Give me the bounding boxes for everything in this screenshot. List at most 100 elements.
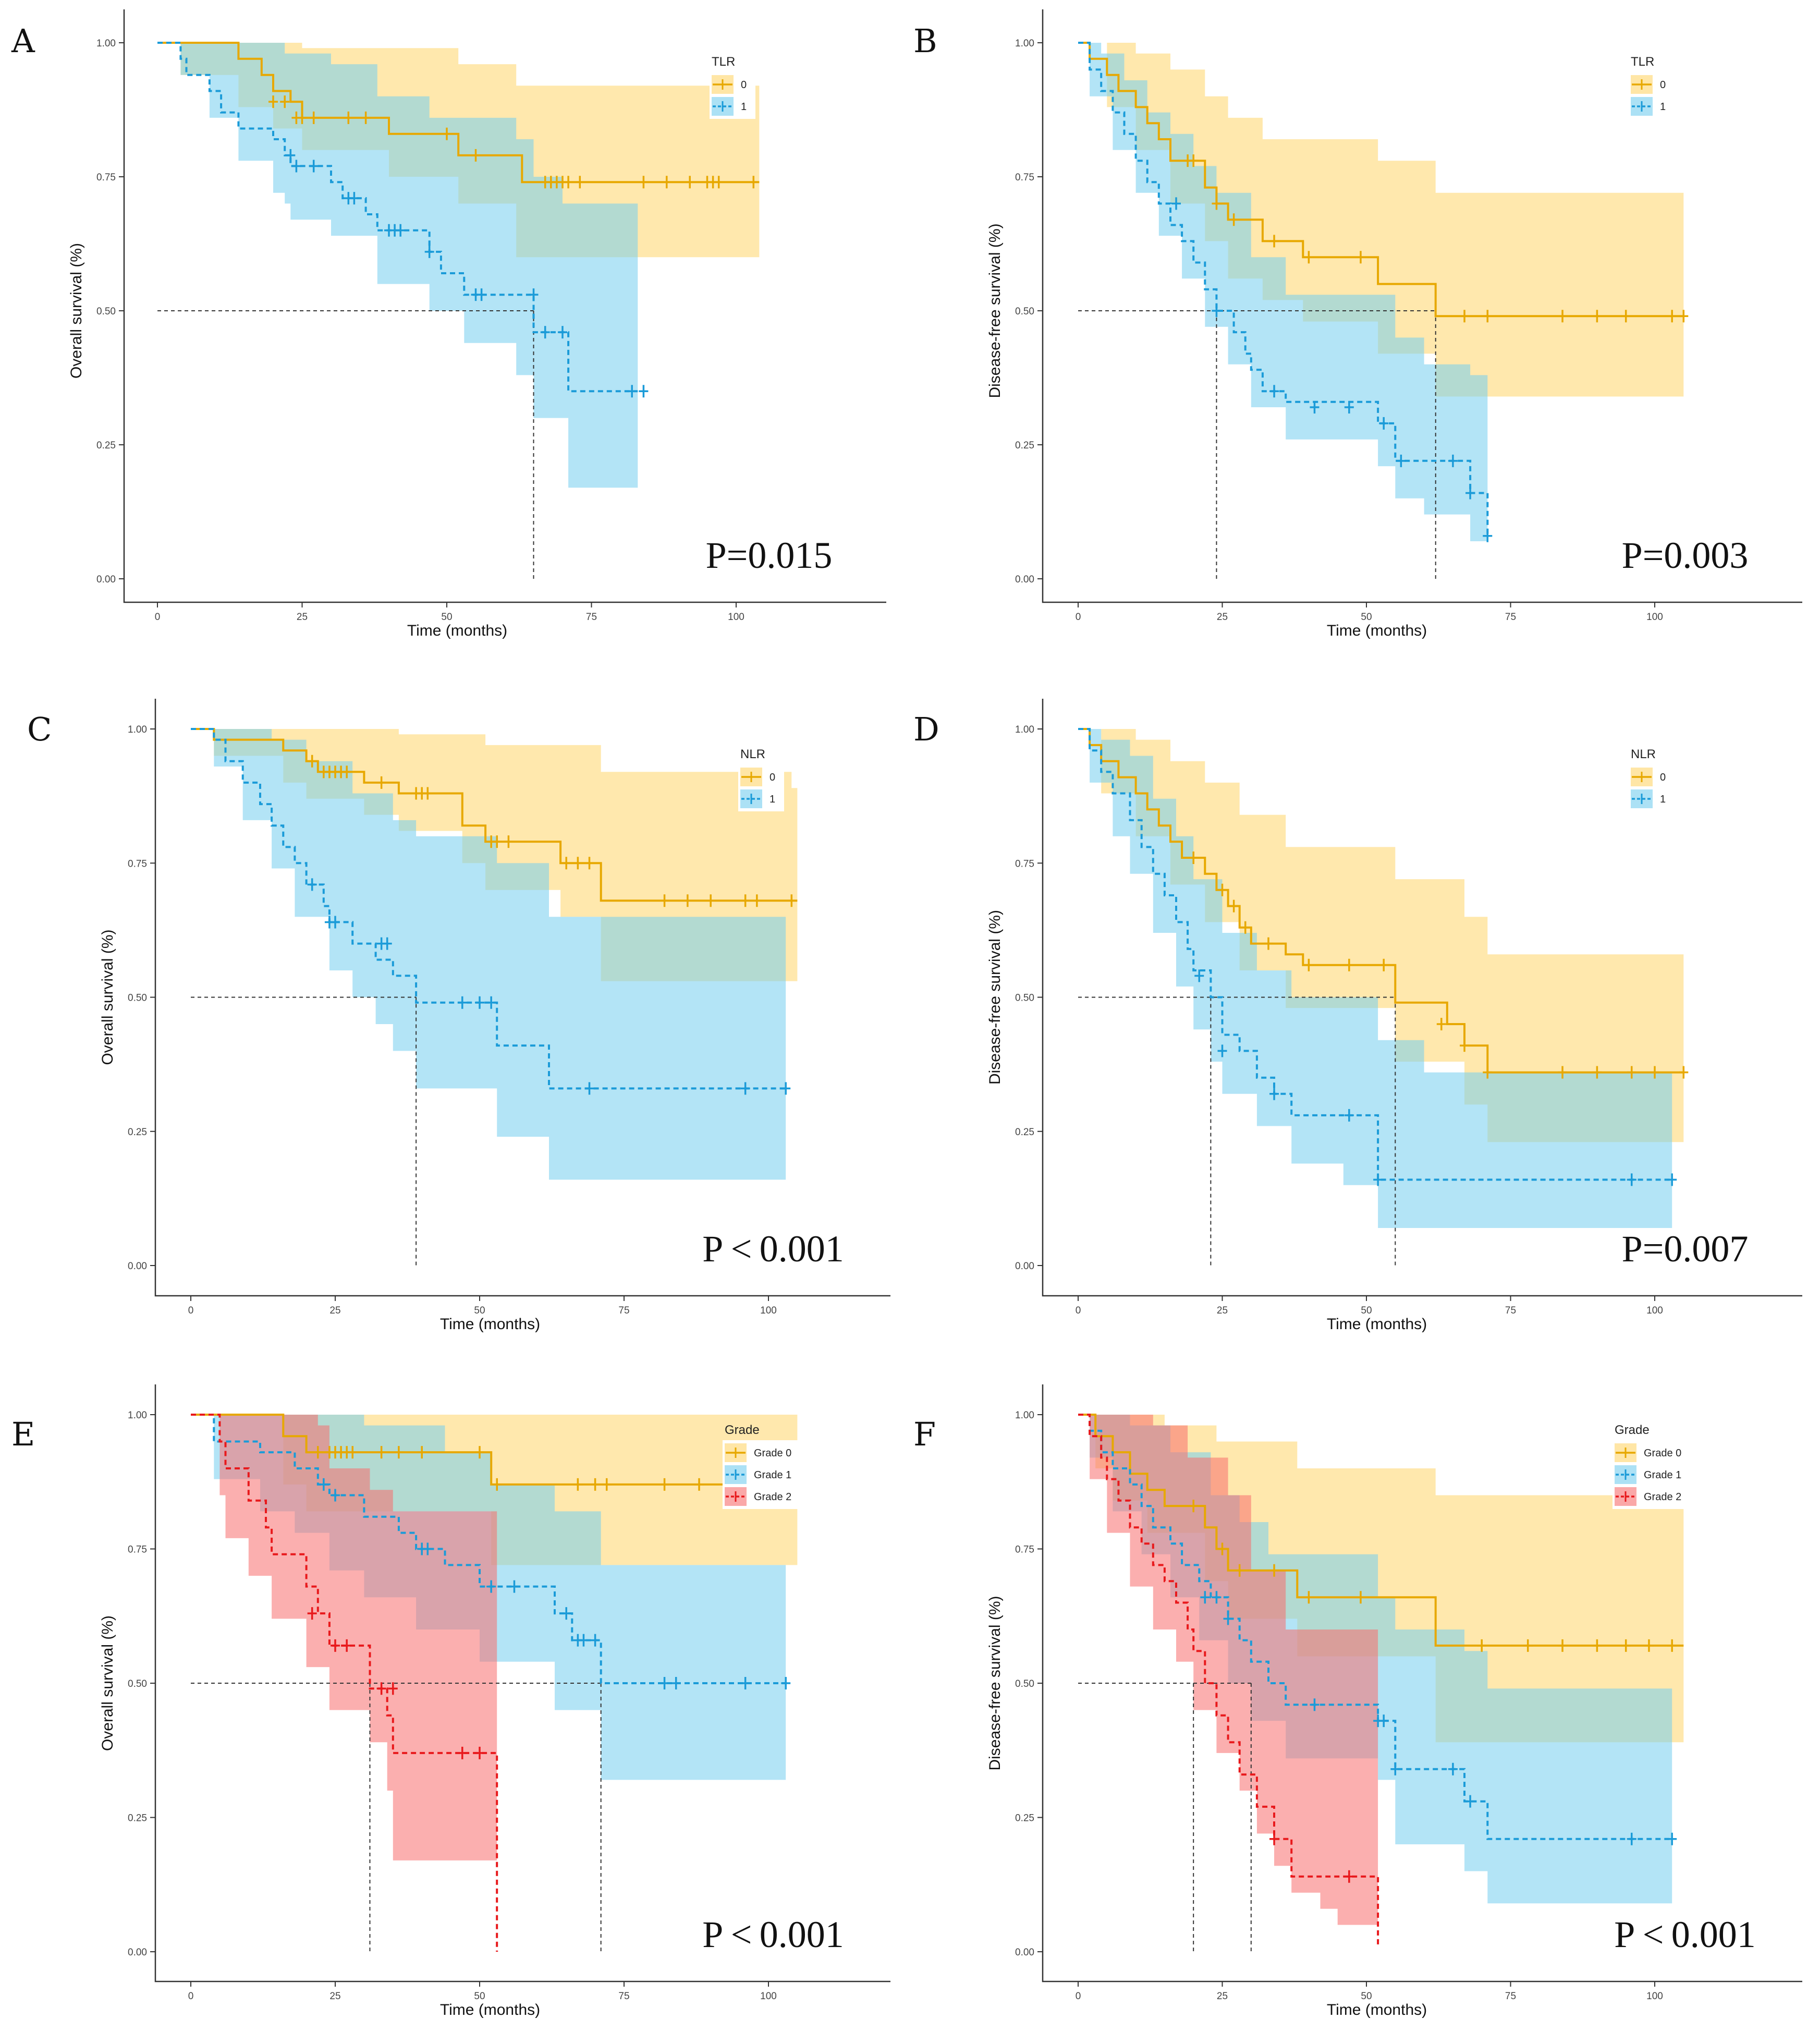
panel-b: B 0 25 50 75 100 0.00 0.25 0.50 0.75 1.00 Time (mon… [913,9,1802,639]
censor-mark [307,878,317,891]
legend-label: Grade 1 [754,1469,791,1481]
x-tick-label: 75 [1505,1305,1516,1316]
censor-mark [1679,1066,1689,1079]
censor-mark [714,176,724,189]
censor-mark [1229,213,1239,226]
x-tick-label: 0 [155,612,161,623]
legend-label: Grade 1 [1644,1469,1681,1481]
censor-mark [1235,1564,1244,1577]
panel-letter: E [11,1415,35,1453]
legend-label: 1 [769,794,775,805]
y-tick-label: 0.75 [96,172,116,183]
panel-letter: F [913,1415,936,1453]
censor-mark [1483,310,1493,323]
x-tick-label: 100 [728,612,744,623]
censor-mark [602,1478,612,1491]
legend-label: 0 [769,772,775,783]
censor-mark [1269,1564,1279,1577]
censor-mark [573,857,583,870]
censor-mark [1460,310,1470,323]
censor-mark [442,127,451,140]
censor-mark [291,160,301,173]
censor-mark [1460,1039,1470,1052]
censor-mark [423,1542,433,1555]
censor-mark [1627,1173,1636,1186]
y-tick-label: 0.50 [128,1679,147,1689]
axis-frame [154,699,890,1297]
y-tick-label: 0.00 [128,1947,147,1958]
censor-mark [1355,1591,1365,1604]
survival-curve-1 [157,42,638,393]
censor-mark [1621,310,1631,323]
censor-mark [1667,1832,1677,1845]
x-tick-label: 100 [1646,612,1663,623]
panel-a: A 0 25 50 75 100 0.00 0.25 0.50 0.75 1.00 Time (mon… [11,9,886,639]
censor-mark [1379,1714,1389,1728]
y-tick-label: 1.00 [128,1410,147,1421]
y-tick-label: 0.50 [1015,306,1034,317]
censor-mark [639,176,649,189]
y-axis-title: Overall survival (%) [99,929,116,1065]
censor-mark [1217,883,1227,896]
censor-mark [319,1478,328,1491]
censor-mark [1212,197,1222,210]
censor-mark [1373,1173,1383,1186]
censor-mark [313,1446,323,1459]
censor-mark [627,385,637,398]
confidence-band-0 [1078,729,1684,1142]
y-axis-title: Disease-free survival (%) [986,910,1004,1085]
y-tick-label: 0.50 [1015,1679,1034,1689]
panel-letter: D [913,710,939,748]
y-tick-label: 0.25 [96,440,116,451]
censor-mark [268,95,278,108]
legend-item: 1 [1631,97,1666,116]
censor-mark [477,288,486,301]
censor-mark [584,857,594,870]
censor-mark [781,1082,791,1095]
y-tick-label: 0.75 [128,1544,147,1555]
x-tick-label: 50 [1361,1991,1372,2002]
p-value: P < 0.001 [1614,1914,1755,1955]
legend: TLR 0 1 [1629,55,1675,119]
legend-title: TLR [712,55,735,69]
x-tick-label: 100 [1646,1305,1663,1316]
censor-mark [1189,154,1199,167]
censor-mark [1344,1870,1354,1883]
y-tick-label: 0.50 [1015,993,1034,1004]
censor-mark [486,996,496,1009]
y-tick-label: 0.25 [1015,1813,1034,1824]
censor-mark [331,1639,340,1652]
censor-mark [1379,417,1389,430]
legend-item: 1 [740,789,775,808]
censor-mark [706,894,716,907]
legend-item: 1 [712,97,747,116]
panel-letter: A [11,22,35,60]
x-tick-label: 50 [441,612,452,623]
survival-curve-1 [1078,42,1489,536]
censor-mark [382,937,392,950]
legend-item: Grade 1 [725,1465,791,1484]
y-tick-label: 0.50 [96,306,116,317]
legend-label: Grade 0 [1644,1448,1681,1459]
censor-mark [787,894,797,907]
censor-mark [1523,1639,1533,1652]
censor-mark [1269,1087,1279,1100]
legend-title: Grade [1615,1423,1650,1437]
x-tick-label: 75 [1505,612,1516,623]
y-tick-label: 0.00 [96,574,116,585]
censor-mark [1396,454,1406,467]
censor-mark [659,894,669,907]
censor-mark [342,765,352,779]
censor-mark [309,111,319,124]
y-tick-label: 1.00 [1015,1410,1034,1421]
x-tick-label: 75 [618,1991,629,2002]
legend-title: NLR [1631,747,1656,761]
censor-mark [1217,1044,1227,1057]
censor-mark [573,1478,583,1491]
censor-mark [1465,1795,1475,1808]
censor-mark [639,385,649,398]
censor-mark [1390,1762,1400,1775]
censor-mark [1344,958,1354,971]
censor-mark [1240,921,1250,934]
y-tick-label: 1.00 [1015,38,1034,49]
